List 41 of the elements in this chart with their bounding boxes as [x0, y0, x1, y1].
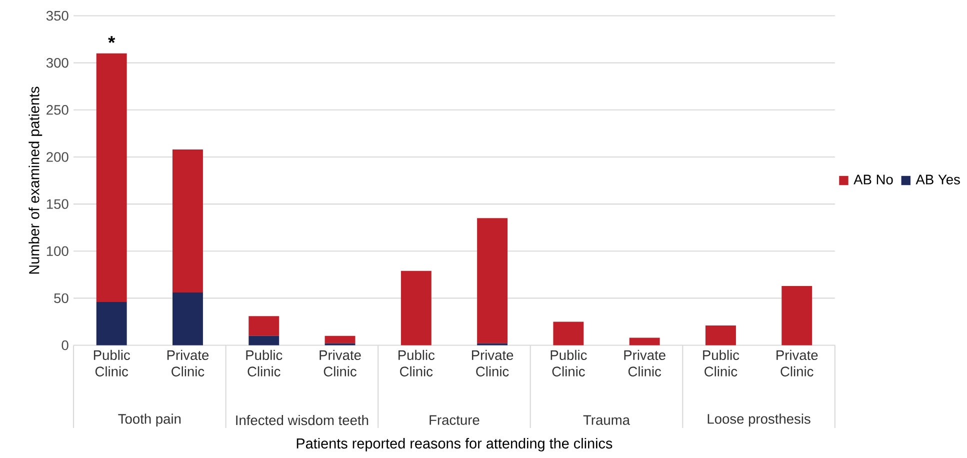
bar — [553, 322, 584, 346]
bar — [782, 286, 812, 346]
x-tick-label: Private Clinic — [167, 350, 209, 376]
bar — [400, 270, 432, 346]
bar — [248, 336, 280, 346]
legend-label: AB Yes — [916, 174, 960, 184]
y-axis-title: Number of examined patients — [28, 86, 42, 274]
text: Infected wisdom teeth — [236, 414, 368, 426]
y-tick-label: 100 — [46, 246, 68, 256]
y-tick-label: 300 — [46, 58, 68, 68]
bar — [705, 325, 736, 346]
text: Loose prosthesis — [708, 414, 810, 426]
x-tick-label: Private Clinic — [624, 350, 666, 376]
bar — [172, 149, 203, 292]
annotation: * — [108, 36, 116, 43]
x-tick-label: Private Clinic — [776, 350, 818, 376]
y-tick-label: 50 — [54, 293, 68, 303]
y-tick-label: 250 — [46, 104, 68, 115]
bar — [172, 292, 203, 346]
bar — [477, 218, 508, 344]
bar — [629, 338, 660, 346]
text: Trauma — [583, 415, 630, 425]
y-tick-label: 0 — [62, 340, 68, 350]
text: Tooth pain — [118, 414, 181, 426]
x-tick-label: Private Clinic — [472, 350, 514, 376]
bar — [324, 336, 356, 344]
bar — [96, 302, 127, 346]
x-tick-label: Public Clinic — [703, 350, 740, 376]
x-tick-label: Public Clinic — [550, 350, 587, 376]
x-axis-title: Patients reported reasons for attending the clinics — [296, 438, 612, 452]
y-tick-label: 350 — [46, 10, 68, 21]
y-tick-label: 150 — [46, 199, 68, 209]
bar — [248, 316, 280, 336]
text: Fracture — [430, 415, 480, 425]
x-tick-label: Public Clinic — [246, 350, 282, 376]
x-tick-label: Public Clinic — [94, 350, 130, 376]
x-tick-label: Private Clinic — [320, 350, 361, 376]
bar — [96, 53, 127, 302]
legend-label: AB No — [854, 174, 893, 184]
y-tick-label: 200 — [46, 152, 68, 162]
x-tick-label: Public Clinic — [398, 350, 435, 376]
